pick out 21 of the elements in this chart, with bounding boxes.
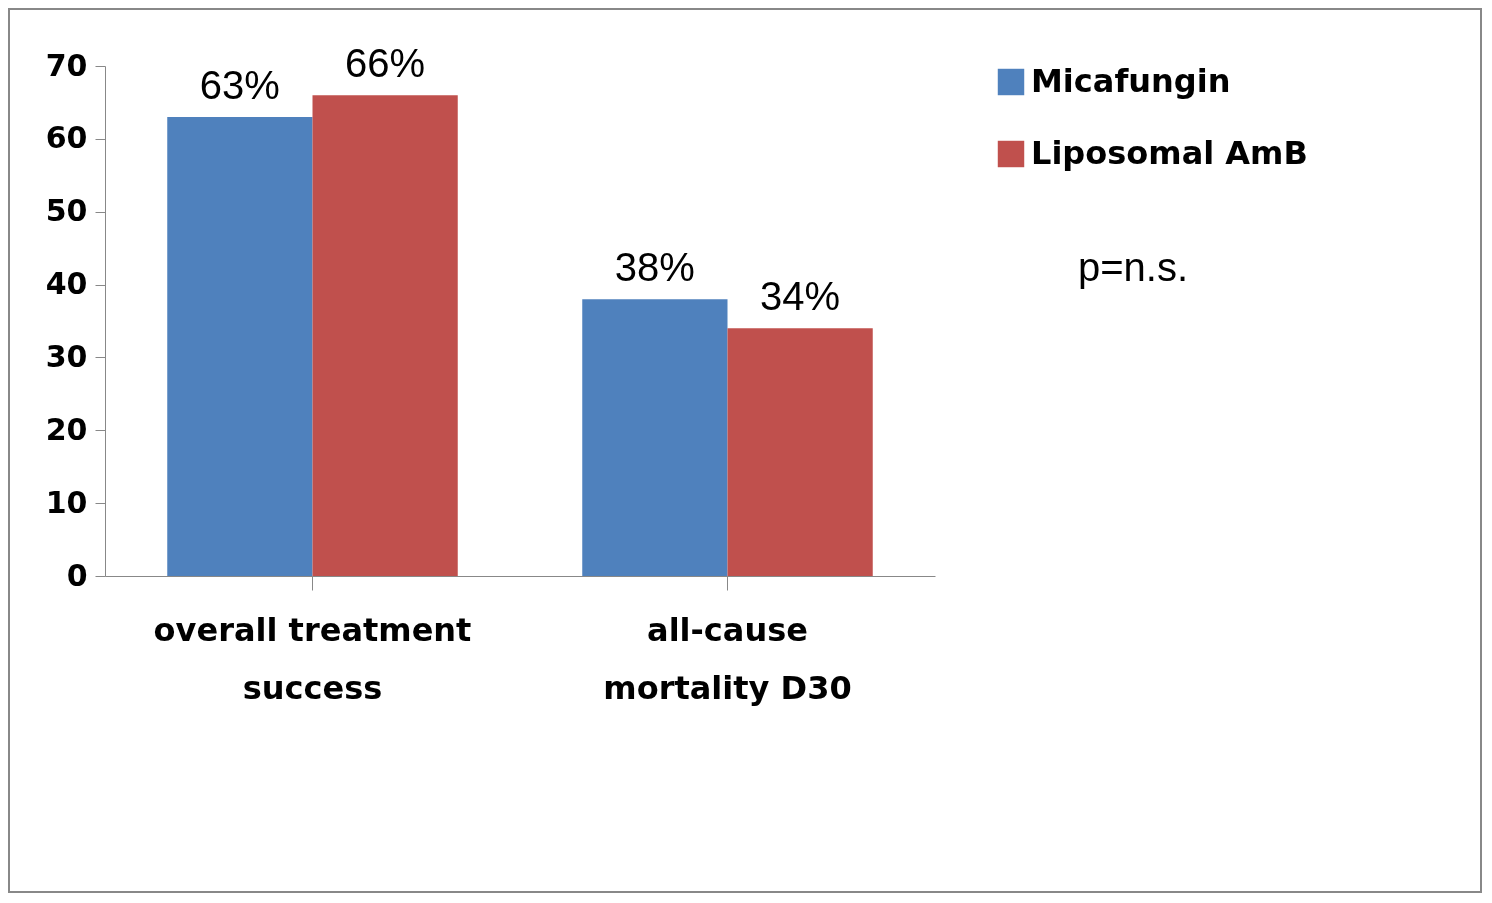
y-tick-label: 30 (45, 338, 88, 374)
y-tick-label: 0 (66, 557, 88, 593)
x-tick-label: all-cause mortality D30 (603, 610, 852, 707)
y-tick-label: 60 (45, 120, 88, 156)
text: p=n.s. (1078, 245, 1189, 290)
y-tick-label: 10 (45, 484, 88, 520)
y-tick-label: 40 (45, 266, 88, 302)
bar (727, 328, 873, 576)
data-label: 38% (614, 245, 695, 290)
data-label: 63% (199, 63, 280, 107)
bar (582, 299, 728, 576)
data-label: 34% (760, 274, 841, 319)
data-label: 66% (345, 41, 426, 86)
x-tick-label: overall treatment success (153, 610, 472, 707)
y-tick-label: 20 (45, 411, 88, 447)
bar (312, 95, 458, 576)
legend-label: Micafungin (1031, 62, 1231, 100)
y-tick-label: 70 (45, 47, 88, 83)
y-tick-label: 50 (45, 193, 88, 229)
bar (167, 117, 313, 576)
legend-label: Liposomal AmB (1031, 134, 1308, 172)
